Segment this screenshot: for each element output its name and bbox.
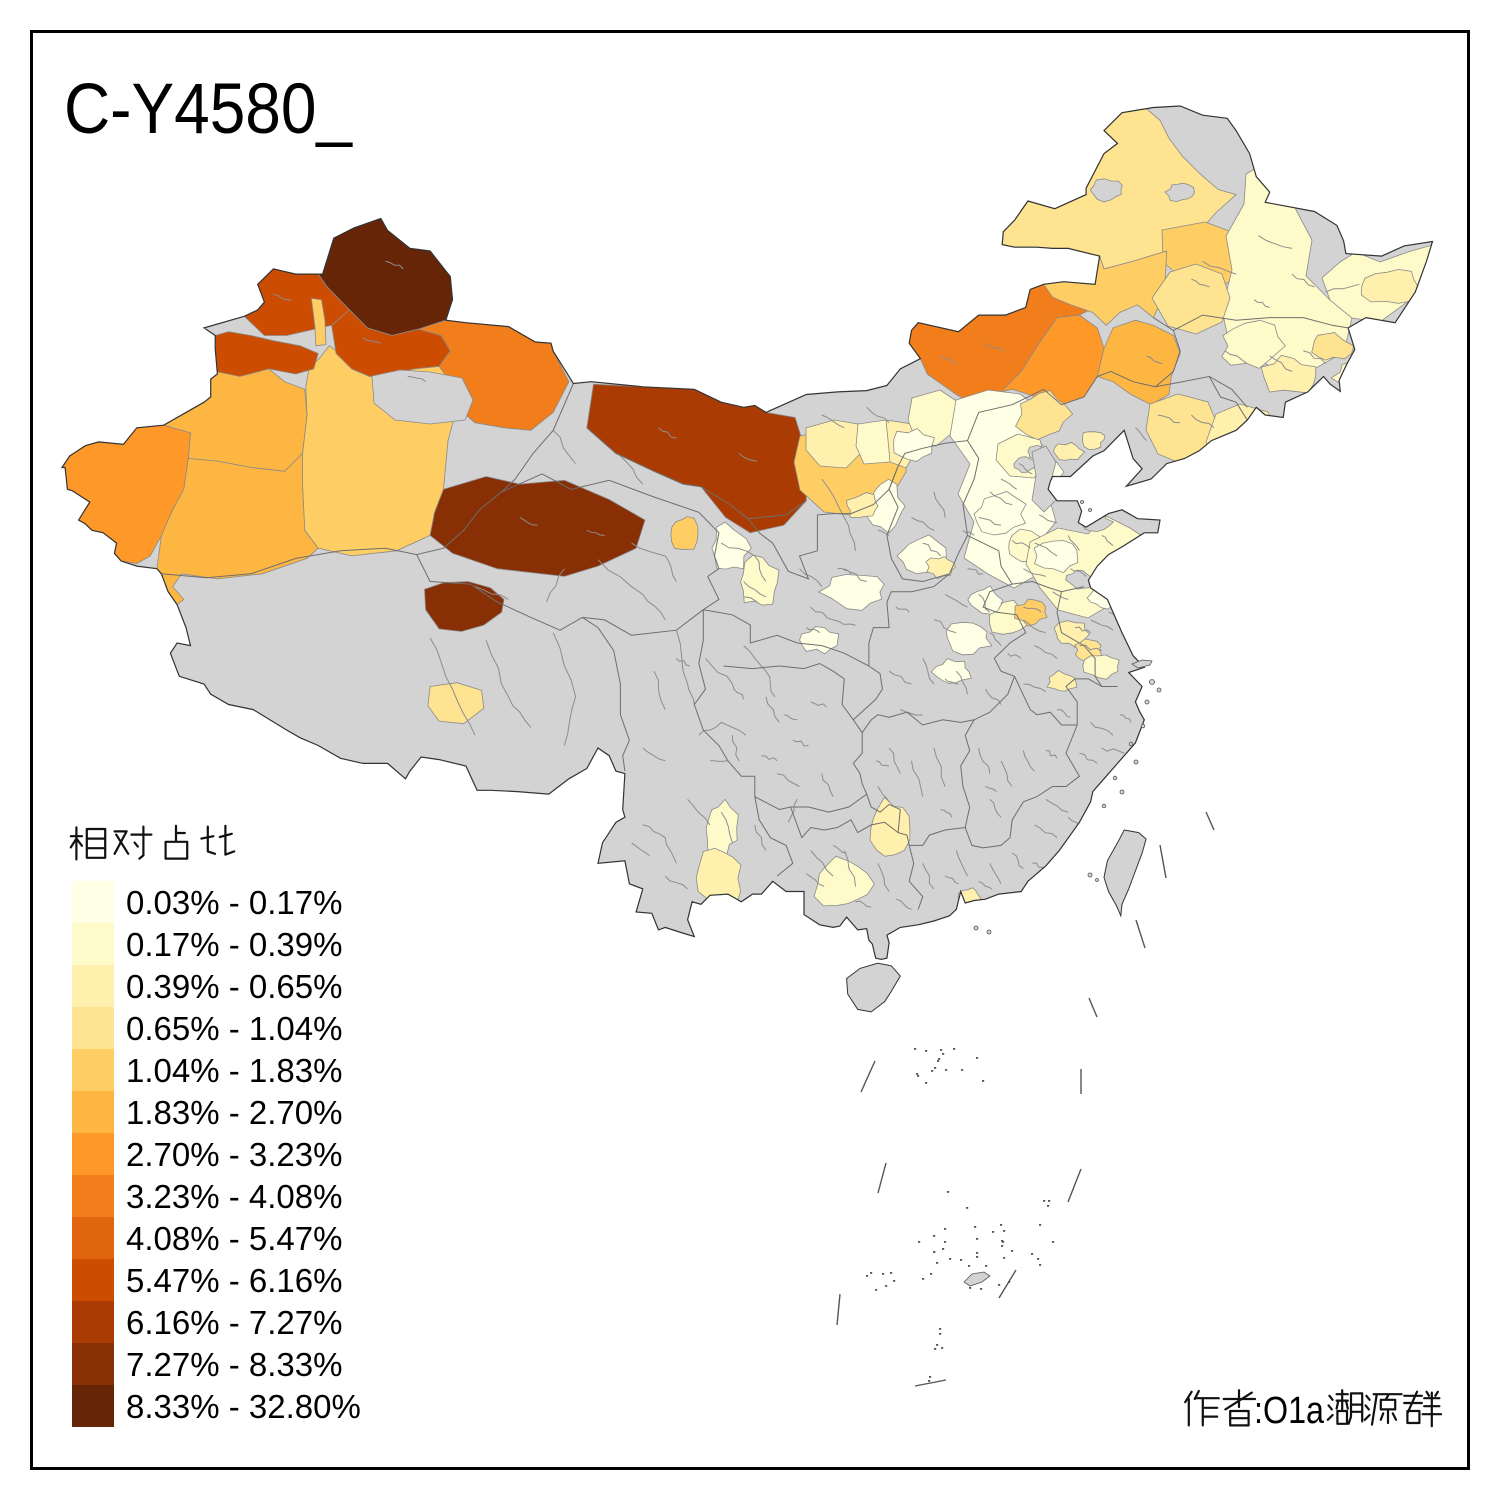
svg-text:1.83% - 2.70%: 1.83% - 2.70%: [126, 1094, 342, 1131]
svg-text:0.17% - 0.39%: 0.17% - 0.39%: [126, 926, 342, 963]
svg-text:C-Y4580_: C-Y4580_: [64, 70, 353, 149]
svg-text:0.39% - 0.65%: 0.39% - 0.65%: [126, 968, 342, 1005]
svg-text:7.27% - 8.33%: 7.27% - 8.33%: [126, 1346, 342, 1383]
svg-text:6.16% - 7.27%: 6.16% - 7.27%: [126, 1304, 342, 1341]
svg-text::O1a: :O1a: [1254, 1390, 1325, 1432]
svg-text:0.65% - 1.04%: 0.65% - 1.04%: [126, 1010, 342, 1047]
svg-text:3.23% - 4.08%: 3.23% - 4.08%: [126, 1178, 342, 1215]
svg-text:1.04% - 1.83%: 1.04% - 1.83%: [126, 1052, 342, 1089]
svg-text:5.47% - 6.16%: 5.47% - 6.16%: [126, 1262, 342, 1299]
svg-text:2.70% - 3.23%: 2.70% - 3.23%: [126, 1136, 342, 1173]
svg-text:4.08% - 5.47%: 4.08% - 5.47%: [126, 1220, 342, 1257]
svg-text:0.03% - 0.17%: 0.03% - 0.17%: [126, 884, 342, 921]
svg-text:8.33% - 32.80%: 8.33% - 32.80%: [126, 1388, 361, 1425]
